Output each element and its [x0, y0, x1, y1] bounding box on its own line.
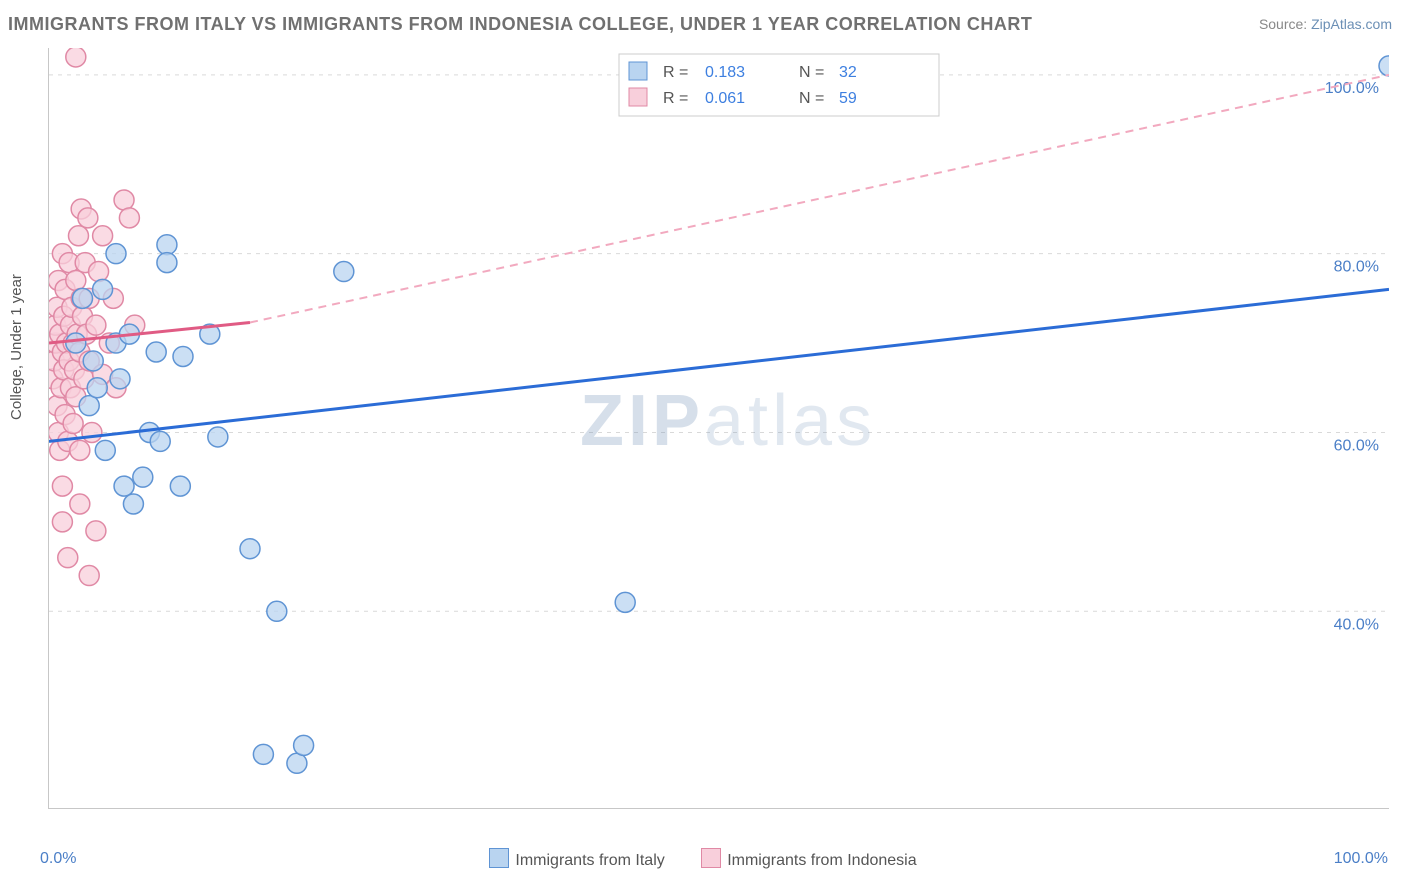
indonesia-point	[89, 262, 109, 282]
italy-point	[267, 601, 287, 621]
italy-point	[106, 244, 126, 264]
bottom-legend: Immigrants from Italy Immigrants from In…	[0, 848, 1406, 870]
indonesia-point	[119, 208, 139, 228]
italy-point	[87, 378, 107, 398]
italy-point	[123, 494, 143, 514]
legend-item-indonesia: Immigrants from Indonesia	[701, 848, 916, 870]
indonesia-point	[79, 566, 99, 586]
svg-text:0.183: 0.183	[705, 64, 745, 81]
indonesia-point	[86, 315, 106, 335]
indonesia-point	[93, 226, 113, 246]
legend-item-italy: Immigrants from Italy	[489, 848, 664, 870]
italy-point	[208, 427, 228, 447]
indonesia-point	[86, 521, 106, 541]
y-tick-label: 40.0%	[1334, 616, 1379, 633]
legend-label-indonesia: Immigrants from Indonesia	[727, 852, 916, 869]
italy-point	[170, 476, 190, 496]
indonesia-point	[63, 414, 83, 434]
svg-text:59: 59	[839, 90, 857, 107]
source-prefix: Source:	[1259, 16, 1311, 32]
italy-point	[157, 253, 177, 273]
svg-text:N =: N =	[799, 64, 824, 81]
y-axis-label: College, Under 1 year	[8, 274, 25, 420]
indonesia-point	[78, 208, 98, 228]
chart-svg: 40.0%60.0%80.0%100.0%R = 0.183N = 32R = …	[49, 48, 1389, 808]
y-tick-label: 60.0%	[1334, 437, 1379, 454]
y-tick-label: 80.0%	[1334, 259, 1379, 276]
legend-swatch-indonesia	[701, 848, 721, 868]
italy-point	[93, 279, 113, 299]
svg-text:R =: R =	[663, 90, 688, 107]
legend-swatch-italy	[489, 848, 509, 868]
source-link[interactable]: ZipAtlas.com	[1311, 16, 1392, 32]
indonesia-point	[58, 548, 78, 568]
italy-point	[615, 592, 635, 612]
indonesia-point	[66, 48, 86, 67]
svg-text:32: 32	[839, 64, 857, 81]
italy-point	[253, 744, 273, 764]
svg-text:R =: R =	[663, 64, 688, 81]
svg-text:N =: N =	[799, 90, 824, 107]
italy-point	[146, 342, 166, 362]
italy-trend	[49, 289, 1389, 441]
source-attribution: Source: ZipAtlas.com	[1259, 16, 1392, 32]
italy-point	[95, 440, 115, 460]
italy-point	[110, 369, 130, 389]
italy-point	[287, 753, 307, 773]
indonesia-point	[70, 494, 90, 514]
indonesia-point	[52, 476, 72, 496]
chart-title: IMMIGRANTS FROM ITALY VS IMMIGRANTS FROM…	[8, 14, 1032, 35]
italy-point	[294, 735, 314, 755]
italy-point	[173, 346, 193, 366]
legend-label-italy: Immigrants from Italy	[515, 852, 664, 869]
italy-point	[114, 476, 134, 496]
italy-point	[66, 333, 86, 353]
header: IMMIGRANTS FROM ITALY VS IMMIGRANTS FROM…	[0, 0, 1406, 40]
indonesia-point	[114, 190, 134, 210]
italy-point	[79, 396, 99, 416]
indonesia-point	[52, 512, 72, 532]
italy-point	[334, 262, 354, 282]
italy-point	[1379, 56, 1389, 76]
svg-text:0.061: 0.061	[705, 90, 745, 107]
indonesia-point	[70, 440, 90, 460]
indonesia-point	[68, 226, 88, 246]
italy-point	[133, 467, 153, 487]
indonesia-point	[66, 270, 86, 290]
italy-point	[150, 431, 170, 451]
italy-point	[83, 351, 103, 371]
italy-point	[73, 288, 93, 308]
stats-box: R = 0.183 N = 32 R = 0.061 N = 59	[619, 54, 939, 116]
italy-point	[157, 235, 177, 255]
plot-area: 40.0%60.0%80.0%100.0%R = 0.183N = 32R = …	[48, 48, 1389, 809]
italy-point	[240, 539, 260, 559]
indonesia-point	[82, 422, 102, 442]
